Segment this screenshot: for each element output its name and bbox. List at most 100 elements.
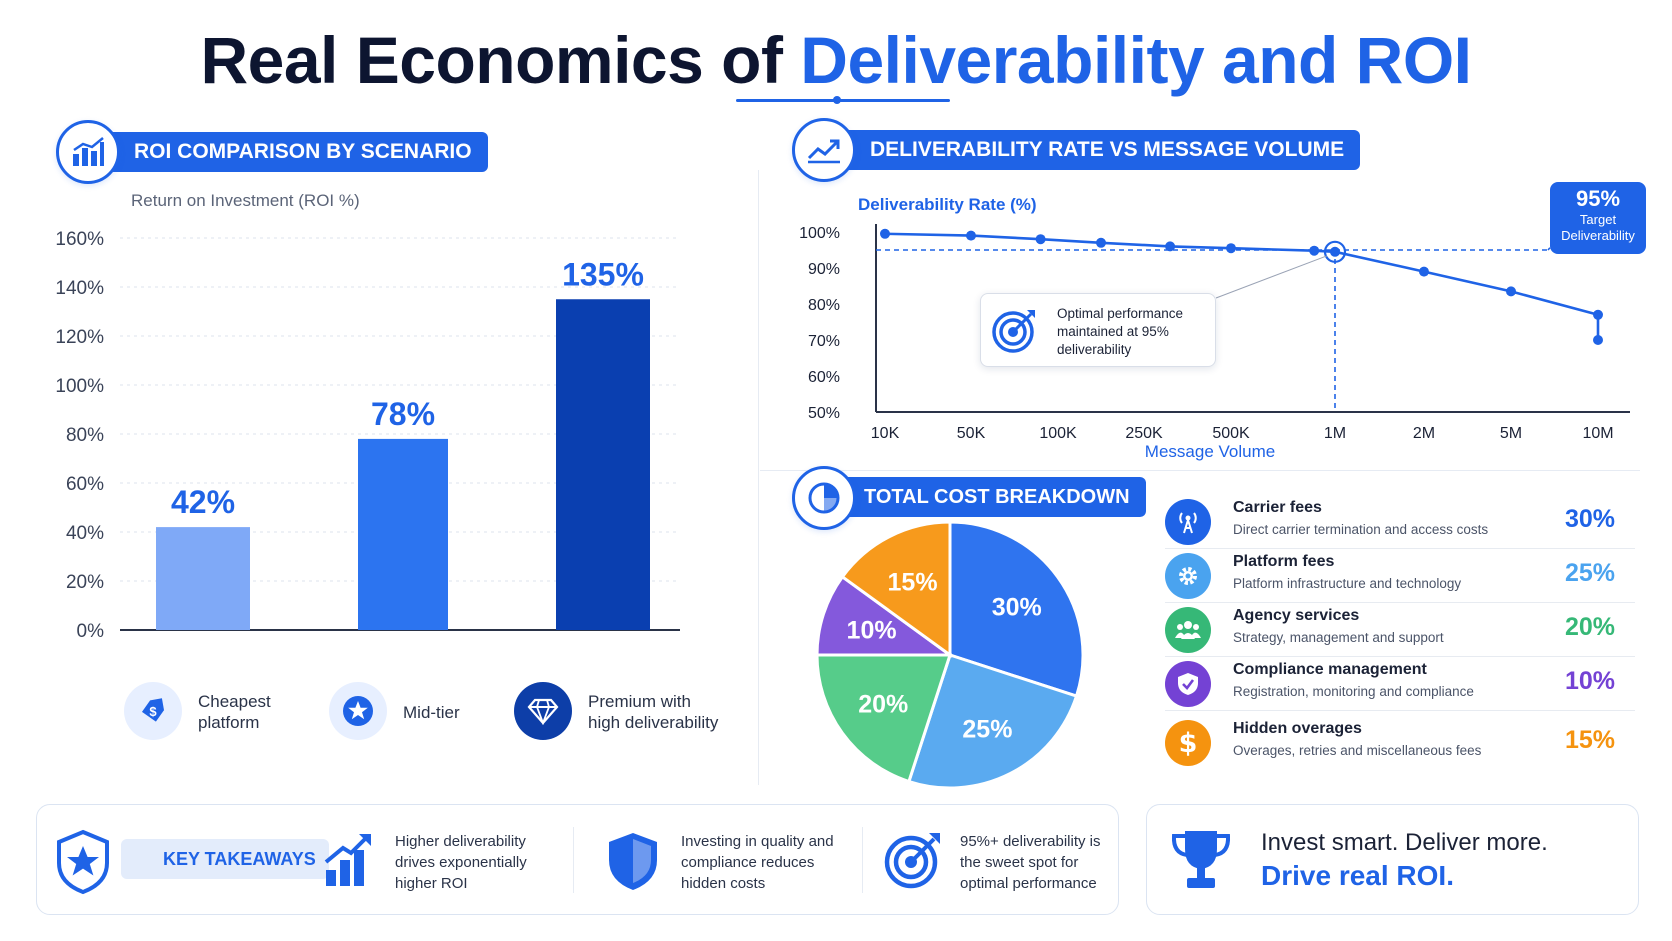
cost-row-agency: Agency services Strategy, management and… xyxy=(1165,605,1635,657)
optimal-performance-annotation: Optimal performance maintained at 95% de… xyxy=(980,293,1216,367)
pie-label: 20% xyxy=(858,690,908,718)
scenario-label-premium: Premium with high deliverability xyxy=(588,692,719,732)
roi-y-tick: 40% xyxy=(66,523,104,544)
pie-label: 25% xyxy=(962,715,1012,743)
title-part-2: Deliverability and ROI xyxy=(800,23,1472,97)
deliverability-x-tick: 10K xyxy=(871,425,900,442)
roi-y-tick: 140% xyxy=(55,278,104,299)
takeaway-2: Investing in quality and compliance redu… xyxy=(681,833,834,892)
shield-icon xyxy=(606,830,660,897)
roi-value-label: 78% xyxy=(371,396,435,432)
deliverability-y-tick: 60% xyxy=(808,369,840,386)
cost-pct-compliance: 10% xyxy=(1564,667,1615,695)
deliverability-point xyxy=(1330,246,1340,257)
tag-icon: $ xyxy=(124,682,182,740)
deliverability-x-tick: 500K xyxy=(1212,425,1250,442)
roi-section-header: ROI COMPARISON BY SCENARIO xyxy=(90,132,488,172)
roi-y-tick: 80% xyxy=(66,425,104,446)
deliverability-y-axis-label: Deliverability Rate (%) xyxy=(858,195,1037,214)
target-icon xyxy=(991,306,1039,359)
section-divider-horizontal xyxy=(760,470,1640,471)
pie-slice-2 xyxy=(815,653,953,784)
cost-pct-platform: 25% xyxy=(1564,559,1615,587)
deliverability-line-chart: Deliverability Rate (%) 50% 60% 70% 80% 90% 10… xyxy=(799,195,1630,461)
deliverability-point xyxy=(1309,245,1320,256)
roi-bar-1 xyxy=(358,438,448,630)
deliverability-point xyxy=(1419,266,1429,277)
bar-chart-icon xyxy=(56,120,120,184)
roi-y-tick: 20% xyxy=(66,572,104,593)
takeaway-1: Higher deliverability drives exponential… xyxy=(395,833,527,892)
deliverability-x-tick: 5M xyxy=(1500,425,1522,442)
cost-pct-agency: 20% xyxy=(1564,613,1615,641)
deliverability-point xyxy=(1593,335,1603,345)
cost-row-hidden: $ Hidden overages Overages, retries and … xyxy=(1165,718,1635,770)
trend-line-icon xyxy=(792,118,856,182)
pie-slice-4 xyxy=(840,520,952,658)
deliverability-y-tick: 80% xyxy=(808,297,840,314)
title-part-1: Real Economics of xyxy=(200,23,801,97)
shield-check-icon xyxy=(1165,661,1211,707)
pie-slice-1 xyxy=(907,653,1079,790)
deliverability-x-tick: 1M xyxy=(1324,425,1346,442)
cost-row-compliance: Compliance management Registration, moni… xyxy=(1165,659,1635,711)
svg-text:$: $ xyxy=(149,704,157,719)
cost-row-carrier: Carrier fees Direct carrier termination … xyxy=(1165,497,1635,549)
roi-y-tick: 120% xyxy=(55,327,104,348)
key-takeaways-label: KEY TAKEAWAYS xyxy=(121,839,329,879)
deliverability-point xyxy=(1165,241,1176,252)
scenario-label-midtier: Mid-tier xyxy=(403,703,460,722)
target-icon xyxy=(884,829,944,894)
diamond-icon xyxy=(514,682,572,740)
deliverability-point xyxy=(1593,309,1603,320)
deliverability-point xyxy=(1226,243,1236,254)
deliverability-point xyxy=(1035,234,1046,245)
roi-bar-2 xyxy=(556,299,650,630)
gear-icon xyxy=(1165,553,1211,599)
section-divider xyxy=(758,170,759,785)
cost-section-title: TOTAL COST BREAKDOWN xyxy=(864,486,1130,508)
cta-card: Invest smart. Deliver more. Drive real R… xyxy=(1146,804,1639,915)
deliverability-point xyxy=(1506,286,1516,297)
cost-row-platform: Platform fees Platform infrastructure an… xyxy=(1165,551,1635,603)
cta-line-1: Invest smart. Deliver more. xyxy=(1261,829,1548,856)
takeaway-3: 95%+ deliverability is the sweet spot fo… xyxy=(960,833,1101,892)
dollar-icon: $ xyxy=(1165,720,1211,766)
pie-label: 30% xyxy=(992,594,1042,622)
people-icon xyxy=(1165,607,1211,653)
trophy-icon xyxy=(1169,827,1233,898)
roi-y-tick: 100% xyxy=(55,376,104,397)
deliverability-x-tick: 250K xyxy=(1125,425,1163,442)
deliverability-series-line xyxy=(884,232,1600,340)
cost-section-header: TOTAL COST BREAKDOWN xyxy=(826,477,1146,517)
deliverability-x-tick: 100K xyxy=(1039,425,1077,442)
deliverability-y-tick: 70% xyxy=(808,333,840,350)
roi-y-axis-label: Return on Investment (ROI %) xyxy=(131,191,360,210)
cost-pct-carrier: 30% xyxy=(1564,505,1615,533)
deliverability-x-axis-label: Message Volume xyxy=(1145,442,1275,461)
target-deliverability-badge: 95% Target Deliverability xyxy=(1550,182,1646,254)
deliverability-x-tick: 50K xyxy=(957,425,986,442)
roi-bar-0 xyxy=(156,527,250,630)
deliverability-x-tick: 2M xyxy=(1413,425,1435,442)
roi-section-title: ROI COMPARISON BY SCENARIO xyxy=(134,140,472,163)
title-underline xyxy=(736,99,950,102)
roi-value-label: 42% xyxy=(171,484,235,520)
pie-chart-icon xyxy=(792,466,856,530)
roi-y-tick: 60% xyxy=(66,474,104,495)
roi-value-label: 135% xyxy=(562,256,644,292)
growth-chart-icon xyxy=(323,832,373,893)
deliverability-section-header: DELIVERABILITY RATE VS MESSAGE VOLUME xyxy=(826,130,1361,170)
deliverability-y-tick: 100% xyxy=(799,225,840,242)
star-badge-icon xyxy=(51,829,115,900)
highlight-point-ring xyxy=(1323,240,1347,263)
title-underline-dot xyxy=(833,96,841,104)
cost-pie-chart: 30% 25% 20% 10% 15% xyxy=(815,520,1085,790)
pie-label: 10% xyxy=(847,617,897,645)
deliverability-point xyxy=(880,228,890,239)
deliverability-point xyxy=(966,230,976,241)
page-title: Real Economics of Deliverability and ROI xyxy=(0,22,1672,98)
deliverability-y-tick: 90% xyxy=(808,261,840,278)
pie-slice-3 xyxy=(815,574,955,657)
cta-line-2: Drive real ROI. xyxy=(1261,860,1454,891)
